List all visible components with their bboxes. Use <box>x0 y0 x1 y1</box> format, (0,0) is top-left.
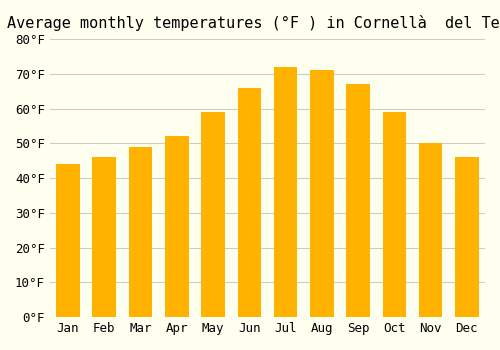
Bar <box>238 88 261 317</box>
Bar <box>310 70 334 317</box>
Bar <box>165 136 188 317</box>
Bar <box>128 147 152 317</box>
Bar <box>92 157 116 317</box>
Bar <box>382 112 406 317</box>
Bar <box>419 144 442 317</box>
Bar <box>455 157 478 317</box>
Bar <box>202 112 225 317</box>
Bar <box>56 164 80 317</box>
Bar <box>346 84 370 317</box>
Title: Average monthly temperatures (°F ) in Cornellà  del Terri: Average monthly temperatures (°F ) in Co… <box>8 15 500 31</box>
Bar <box>274 67 297 317</box>
